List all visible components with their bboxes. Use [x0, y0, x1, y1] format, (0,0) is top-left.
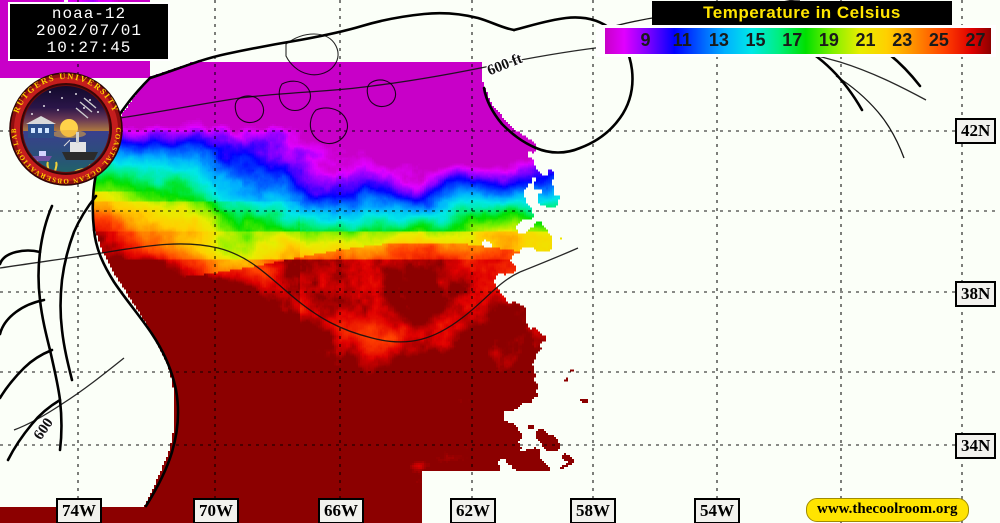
longitude-label: 62W	[450, 498, 496, 523]
longitude-label: 70W	[193, 498, 239, 523]
latitude-label: 42N	[955, 118, 997, 144]
colorbar-tick: 13	[708, 30, 729, 50]
colorbar-tick: 19	[818, 30, 839, 50]
website-watermark[interactable]: www.thecoolroom.org	[806, 498, 969, 522]
satellite-name: noaa-12	[51, 5, 127, 23]
latitude-label: 34N	[955, 433, 997, 459]
colorbar-tick: 21	[855, 30, 876, 50]
longitude-label: 58W	[570, 498, 616, 523]
colorbar-tick: 17	[782, 30, 803, 50]
colorbar-tick: 25	[928, 30, 949, 50]
colorbar-tick: 27	[965, 30, 986, 50]
colorbar: 9 11 13 15 17 19 21 23 25 27	[596, 25, 996, 57]
island-outline	[234, 33, 397, 145]
colorbar-gradient	[605, 28, 991, 54]
seal-graphic: RUTGERS UNIVERSITY COASTAL OCEAN OBSERVA…	[9, 71, 123, 186]
acquisition-time: 10:27:45	[46, 38, 132, 57]
longitude-label: 74W	[56, 498, 102, 523]
acquisition-date: 2002/07/01	[35, 21, 142, 40]
longitude-label: 54W	[694, 498, 740, 523]
colorbar-tick: 23	[892, 30, 913, 50]
colorbar-tick: 15	[745, 30, 766, 50]
longitude-label: 66W	[318, 498, 364, 523]
colorbar-title: Temperature in Celsius	[652, 1, 952, 25]
satellite-timestamp-panel: noaa-12 2002/07/01 10:27:45	[8, 2, 170, 62]
rutgers-cool-seal: RUTGERS UNIVERSITY COASTAL OCEAN OBSERVA…	[6, 68, 126, 190]
colorbar-tick: 9	[640, 30, 651, 50]
colorbar-tick: 11	[672, 30, 692, 50]
latitude-label: 38N	[955, 281, 997, 307]
coastline	[0, 11, 922, 508]
